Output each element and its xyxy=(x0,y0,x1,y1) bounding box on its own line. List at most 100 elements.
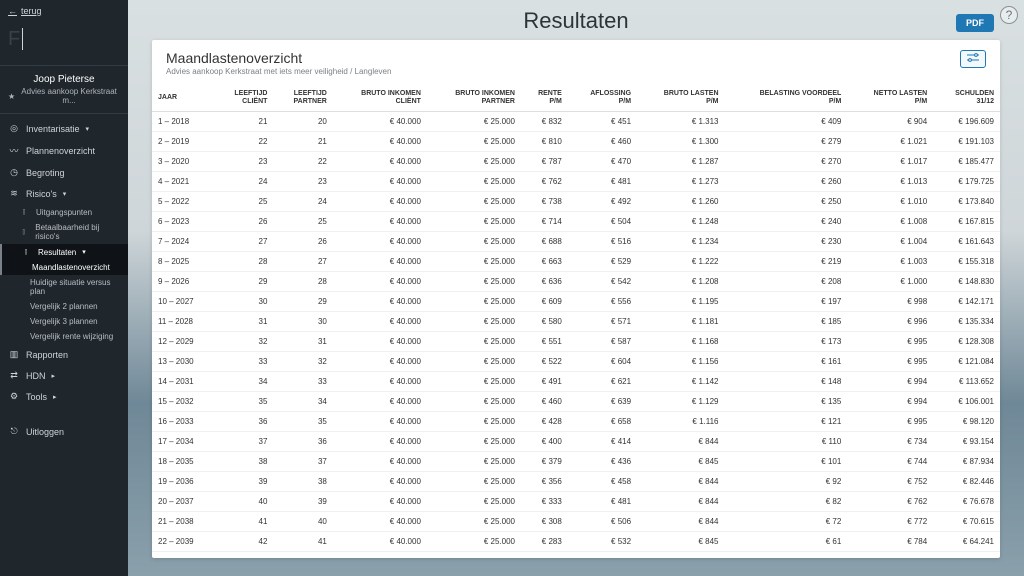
maandlasten-table: JAARLEEFTIJDCLIËNTLEEFTIJDPARTNERBRUTO I… xyxy=(152,82,1000,552)
nav-label: Tools xyxy=(26,392,47,402)
subnav-label: Uitgangspunten xyxy=(36,208,92,217)
table-cell: € 25.000 xyxy=(427,132,521,152)
table-cell: € 784 xyxy=(847,532,933,552)
nav-item-hdn[interactable]: ⇄HDN ▸ xyxy=(0,365,128,386)
page-title: Resultaten xyxy=(523,8,628,34)
nav-item-begroting[interactable]: ◷Begroting xyxy=(0,162,128,183)
panel-settings-button[interactable] xyxy=(960,50,986,68)
table-cell: 40 xyxy=(273,512,332,532)
table-cell: 6 – 2023 xyxy=(152,212,214,232)
table-row: 6 – 20232625€ 40.000€ 25.000€ 714€ 504€ … xyxy=(152,212,1000,232)
table-cell: 8 – 2025 xyxy=(152,252,214,272)
table-row: 12 – 20293231€ 40.000€ 25.000€ 551€ 587€… xyxy=(152,332,1000,352)
table-cell: 20 – 2037 xyxy=(152,492,214,512)
table-cell: € 25.000 xyxy=(427,412,521,432)
table-cell: 29 xyxy=(273,292,332,312)
table-cell: 31 xyxy=(273,332,332,352)
table-cell: € 1.010 xyxy=(847,192,933,212)
table-cell: 2 – 2019 xyxy=(152,132,214,152)
table-cell: € 40.000 xyxy=(333,412,427,432)
table-cell: 22 – 2039 xyxy=(152,532,214,552)
logout-label: Uitloggen xyxy=(26,427,64,437)
table-cell: € 1.116 xyxy=(637,412,724,432)
table-cell: 36 xyxy=(214,412,273,432)
back-label: terug xyxy=(21,6,42,16)
nav-icon: ⇄ xyxy=(8,370,20,381)
subnav-uitgangspunten[interactable]: ⫾ Uitgangspunten xyxy=(0,204,128,220)
subnav-betaalbaarheid-bij-risico-s[interactable]: ⫾Betaalbaarheid bij risico's xyxy=(0,220,128,244)
table-cell: € 25.000 xyxy=(427,212,521,232)
subsubnav-vergelijk-rente-wijziging[interactable]: Vergelijk rente wijziging xyxy=(0,329,128,344)
table-cell: 9 – 2026 xyxy=(152,272,214,292)
table-cell: € 844 xyxy=(637,472,724,492)
table-cell: € 414 xyxy=(568,432,637,452)
table-cell: € 1.142 xyxy=(637,372,724,392)
table-cell: € 25.000 xyxy=(427,312,521,332)
subsubnav-vergelijk-plannen[interactable]: Vergelijk 3 plannen xyxy=(0,314,128,329)
table-row: 8 – 20252827€ 40.000€ 25.000€ 663€ 529€ … xyxy=(152,252,1000,272)
table-cell: € 529 xyxy=(568,252,637,272)
subsubnav-huidige-situatie-versus-plan[interactable]: Huidige situatie versus plan xyxy=(0,275,128,299)
table-cell: € 25.000 xyxy=(427,112,521,132)
table-cell: € 250 xyxy=(725,192,848,212)
nav-label: Begroting xyxy=(26,168,65,178)
subnav-resultaten[interactable]: ⫾Resultaten ▾ xyxy=(0,244,128,260)
subsubnav-vergelijk-plannen[interactable]: Vergelijk 2 plannen xyxy=(0,299,128,314)
table-cell: 40 xyxy=(214,492,273,512)
table-cell: € 40.000 xyxy=(333,432,427,452)
nav-item-tools[interactable]: ⚙Tools ▸ xyxy=(0,386,128,407)
table-cell: € 197 xyxy=(725,292,848,312)
back-link[interactable]: ← terug xyxy=(0,0,128,22)
table-cell: € 82.446 xyxy=(933,472,1000,492)
table-cell: € 504 xyxy=(568,212,637,232)
table-cell: 27 xyxy=(214,232,273,252)
nav-item-plannenoverzicht[interactable]: 〰Plannenoverzicht xyxy=(0,139,128,162)
table-cell: € 551 xyxy=(521,332,568,352)
table-cell: 38 xyxy=(214,452,273,472)
bar-chart-icon: ⫾ xyxy=(18,207,30,217)
table-cell: € 155.318 xyxy=(933,252,1000,272)
table-cell: 41 xyxy=(273,532,332,552)
pdf-button[interactable]: PDF xyxy=(956,14,994,32)
col-header: JAAR xyxy=(152,82,214,112)
table-cell: € 845 xyxy=(637,452,724,472)
table-row: 9 – 20262928€ 40.000€ 25.000€ 636€ 542€ … xyxy=(152,272,1000,292)
table-cell: € 1.168 xyxy=(637,332,724,352)
table-cell: € 191.103 xyxy=(933,132,1000,152)
table-cell: € 270 xyxy=(725,152,848,172)
panel-header: Maandlastenoverzicht Advies aankoop Kerk… xyxy=(152,40,1000,82)
nav-item-risico-s[interactable]: ≋Risico's ▾ xyxy=(0,183,128,204)
table-cell: 34 xyxy=(273,392,332,412)
table-cell: € 460 xyxy=(568,132,637,152)
table-cell: 37 xyxy=(273,452,332,472)
table-row: 4 – 20212423€ 40.000€ 25.000€ 762€ 481€ … xyxy=(152,172,1000,192)
table-cell: € 845 xyxy=(637,532,724,552)
table-cell: € 994 xyxy=(847,392,933,412)
table-cell: € 113.652 xyxy=(933,372,1000,392)
table-cell: € 219 xyxy=(725,252,848,272)
table-cell: € 1.129 xyxy=(637,392,724,412)
table-cell: € 25.000 xyxy=(427,532,521,552)
table-cell: € 40.000 xyxy=(333,372,427,392)
table-cell: € 196.609 xyxy=(933,112,1000,132)
table-cell: 36 xyxy=(273,432,332,452)
table-cell: 37 xyxy=(214,432,273,452)
col-header: BRUTO INKOMENCLIËNT xyxy=(333,82,427,112)
logout[interactable]: ⎋ Uitloggen xyxy=(0,421,128,442)
nav-item-inventarisatie[interactable]: ◎Inventarisatie ▾ xyxy=(0,118,128,139)
table-cell: € 40.000 xyxy=(333,212,427,232)
page-header: Resultaten PDF xyxy=(128,0,1024,40)
nav-item-rapporten[interactable]: ▥Rapporten xyxy=(0,344,128,365)
nav-label: Rapporten xyxy=(26,350,68,360)
table-cell: 20 xyxy=(273,112,332,132)
nav-icon: ◎ xyxy=(8,123,20,134)
table-cell: 26 xyxy=(214,212,273,232)
table-cell: € 25.000 xyxy=(427,152,521,172)
client-name: Joop Pieterse xyxy=(8,74,120,85)
nav-icon: ⚙ xyxy=(8,391,20,402)
table-body: 1 – 20182120€ 40.000€ 25.000€ 832€ 451€ … xyxy=(152,112,1000,552)
table-cell: 24 xyxy=(214,172,273,192)
subsubnav-maandlastenoverzicht[interactable]: Maandlastenoverzicht xyxy=(0,260,128,275)
table-cell: € 185.477 xyxy=(933,152,1000,172)
table-cell: € 70.615 xyxy=(933,512,1000,532)
